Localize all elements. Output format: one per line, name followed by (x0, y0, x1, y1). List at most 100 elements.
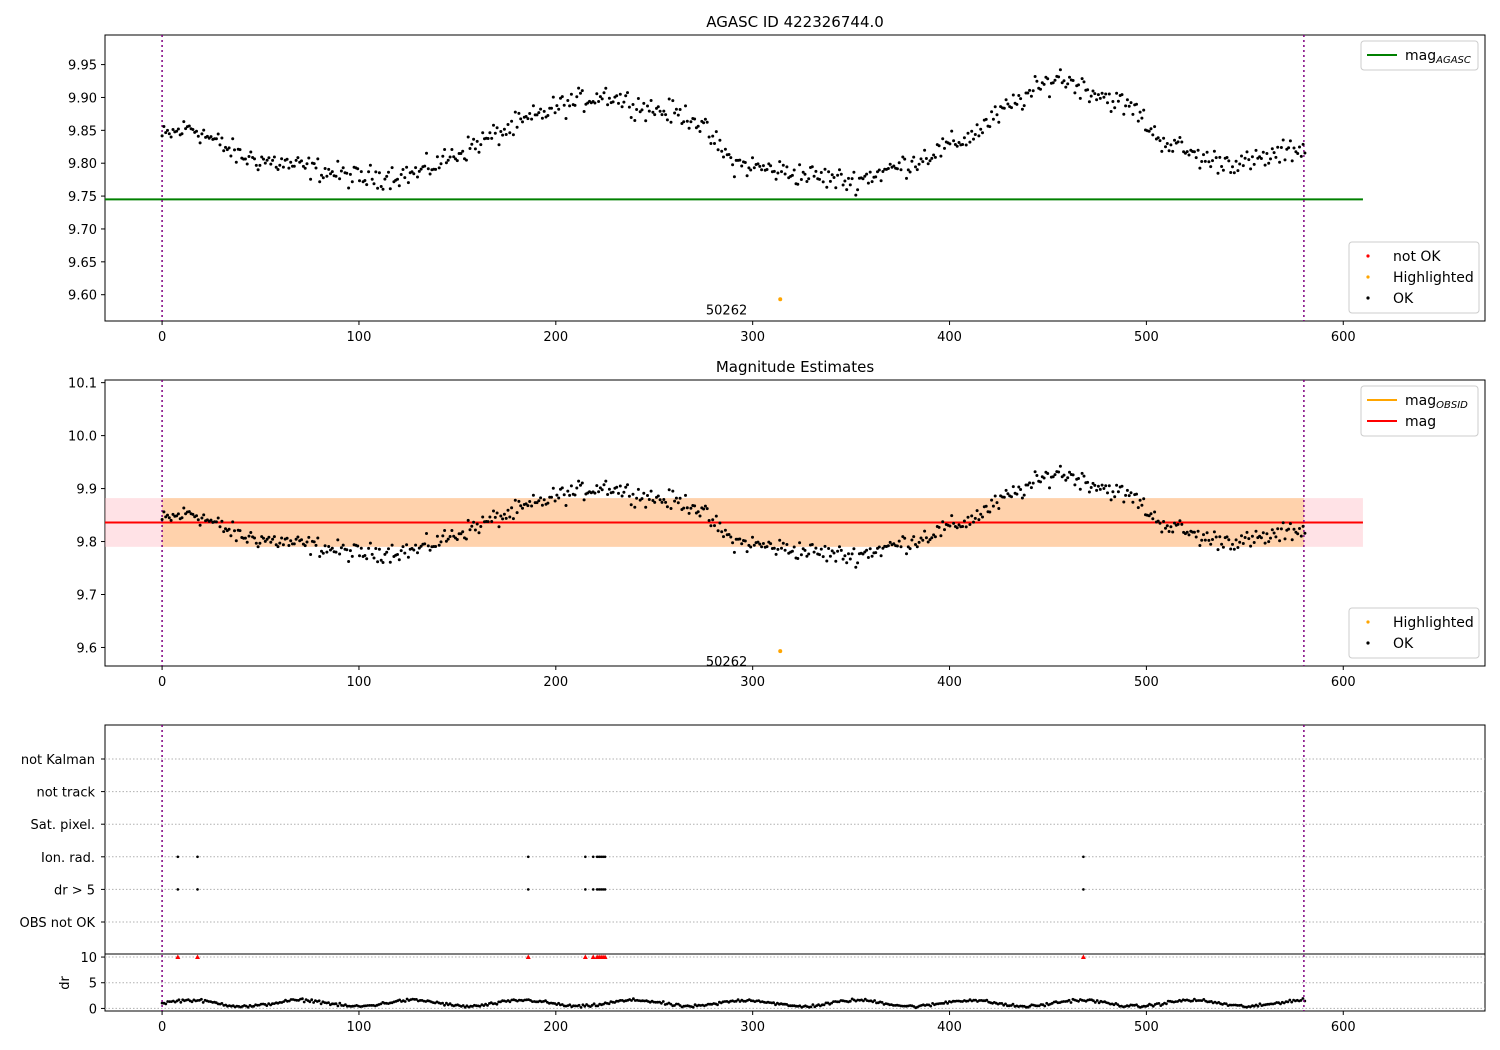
panel-middle-ok-point (843, 554, 847, 558)
panel-middle-ok-point (1068, 470, 1071, 474)
panel-middle-ok-point (783, 548, 787, 552)
panel-middle-ok-point (738, 537, 742, 541)
panel-top-ok-point (832, 176, 836, 179)
panel-top-ok-point (812, 174, 816, 178)
panel-middle-ok-point (957, 523, 961, 527)
panel-middle-ok-point (495, 511, 499, 515)
panel-middle-ok-point (233, 529, 236, 533)
panel-middle-ok-point (1010, 495, 1013, 499)
dr-point (486, 1004, 489, 1007)
dr-point (632, 997, 635, 1001)
panel-top-ok-point (972, 137, 975, 141)
panel-middle-ok-point (629, 503, 633, 507)
panel-top-ok-point (191, 128, 195, 131)
panel-middle-ok-point (564, 504, 568, 507)
panel-top-ok-point (265, 158, 269, 162)
panel-top-ok-point (573, 103, 577, 107)
panel-top-highlighted-point (778, 297, 783, 302)
panel-middle-ok-point (1171, 530, 1175, 534)
panel-top-ok-point (595, 92, 599, 96)
panel-middle-ok-point (798, 541, 802, 545)
panel-middle-ok-point (531, 493, 535, 497)
panel-top-ok-point (1100, 91, 1104, 95)
panel-middle-ok-point (1066, 476, 1070, 480)
panel-middle-ok-point (1078, 487, 1082, 491)
panel-top-ok-point (1078, 96, 1082, 100)
panel-middle-ok-point (812, 550, 816, 554)
panel-top-xtick-label: 400 (937, 330, 962, 345)
panel-top-ok-point (1102, 95, 1106, 99)
panel-top-ok-point (455, 159, 459, 163)
dr-ytick-label: 0 (89, 1002, 97, 1017)
panel-middle-ok-point (1303, 531, 1307, 535)
dr-point (1301, 997, 1305, 1000)
panel-middle-ok-point (1113, 495, 1117, 499)
dr-point (848, 999, 852, 1003)
panel-middle-ok-point (1252, 541, 1256, 544)
panel-top-ok-point (1270, 147, 1274, 151)
panel-middle-ok-point (397, 558, 401, 562)
panel-top-ok-point (1096, 93, 1100, 97)
panel-top-ok-point (950, 129, 954, 133)
panel-top-ok-point (626, 91, 629, 95)
panel-middle-ok-point (267, 535, 271, 539)
panel-top-ok-point (377, 171, 381, 175)
panel-top-ok-point (881, 170, 885, 173)
panel-top-ok-point (644, 119, 648, 123)
panel-middle-ok-point (568, 493, 572, 497)
panel-top-ok-point (1261, 150, 1265, 154)
panel-top-ok-point (309, 177, 313, 181)
panel-top-ok-point (1147, 129, 1151, 133)
panel-top-ok-point (254, 163, 258, 167)
panel-middle-ok-point (1071, 473, 1075, 477)
panel-top-ok-point (698, 130, 702, 133)
panel-middle-ok-point (358, 554, 361, 558)
panel-middle-ok-point (560, 486, 564, 490)
panel-top-ok-point (305, 162, 309, 166)
panel-top-ok-point (530, 117, 534, 121)
panel-middle-ok-point (674, 496, 678, 500)
panel-top-ok-point (359, 170, 363, 174)
panel-top-ok-point (1278, 160, 1282, 164)
panel-middle-ok-point (1263, 541, 1267, 545)
panel-middle-ok-point (772, 546, 776, 550)
dr-point (581, 1003, 585, 1007)
panel-middle-ytick-label: 9.8 (76, 536, 97, 551)
panel-top-ok-point (443, 148, 447, 151)
panel-top-ok-point (1212, 149, 1216, 153)
panel-top-ok-point (542, 109, 546, 113)
panel-top-ok-point (575, 95, 579, 99)
panel-top-ok-point (988, 125, 992, 129)
panel-middle-xtick-label: 0 (158, 675, 166, 690)
panel-top-ok-point (879, 179, 883, 183)
panel-middle-ok-point (1205, 531, 1209, 535)
dr-point (830, 1001, 833, 1005)
panel-top-ok-point (405, 165, 409, 169)
panel-middle-ok-point (888, 540, 892, 544)
panel-top-ok-point (1142, 108, 1146, 112)
panel-middle-ok-point (477, 531, 481, 535)
panel-middle-ok-point (444, 539, 448, 543)
panel-top-ok-point (1149, 127, 1153, 131)
panel-top-ok-point (388, 187, 392, 191)
panel-middle-ok-point (1187, 533, 1191, 537)
panel-top-ok-point (839, 172, 843, 176)
panel-middle-ok-point (234, 539, 238, 543)
panel-middle-ok-point (595, 484, 599, 488)
panel-top-ok-point (606, 103, 610, 107)
panel-top-ok-point (732, 175, 736, 179)
panel-top-ok-point (656, 105, 660, 109)
panel-top-ok-point (365, 183, 369, 187)
panel-middle-ok-point (1192, 530, 1196, 534)
dr-point (1045, 1001, 1049, 1005)
panel-top-ok-point (260, 155, 264, 159)
panel-middle-ok-point (1269, 536, 1272, 540)
panel-middle-ok-point (209, 518, 213, 522)
dr-point (398, 998, 401, 1002)
panel-top-ok-point (1124, 104, 1128, 108)
dr-point (1067, 998, 1071, 1002)
panel-top-ok-point (1180, 140, 1184, 144)
dr-point (577, 1003, 581, 1007)
panel-middle-ok-point (1245, 530, 1249, 534)
panel-middle-ok-point (658, 498, 662, 502)
